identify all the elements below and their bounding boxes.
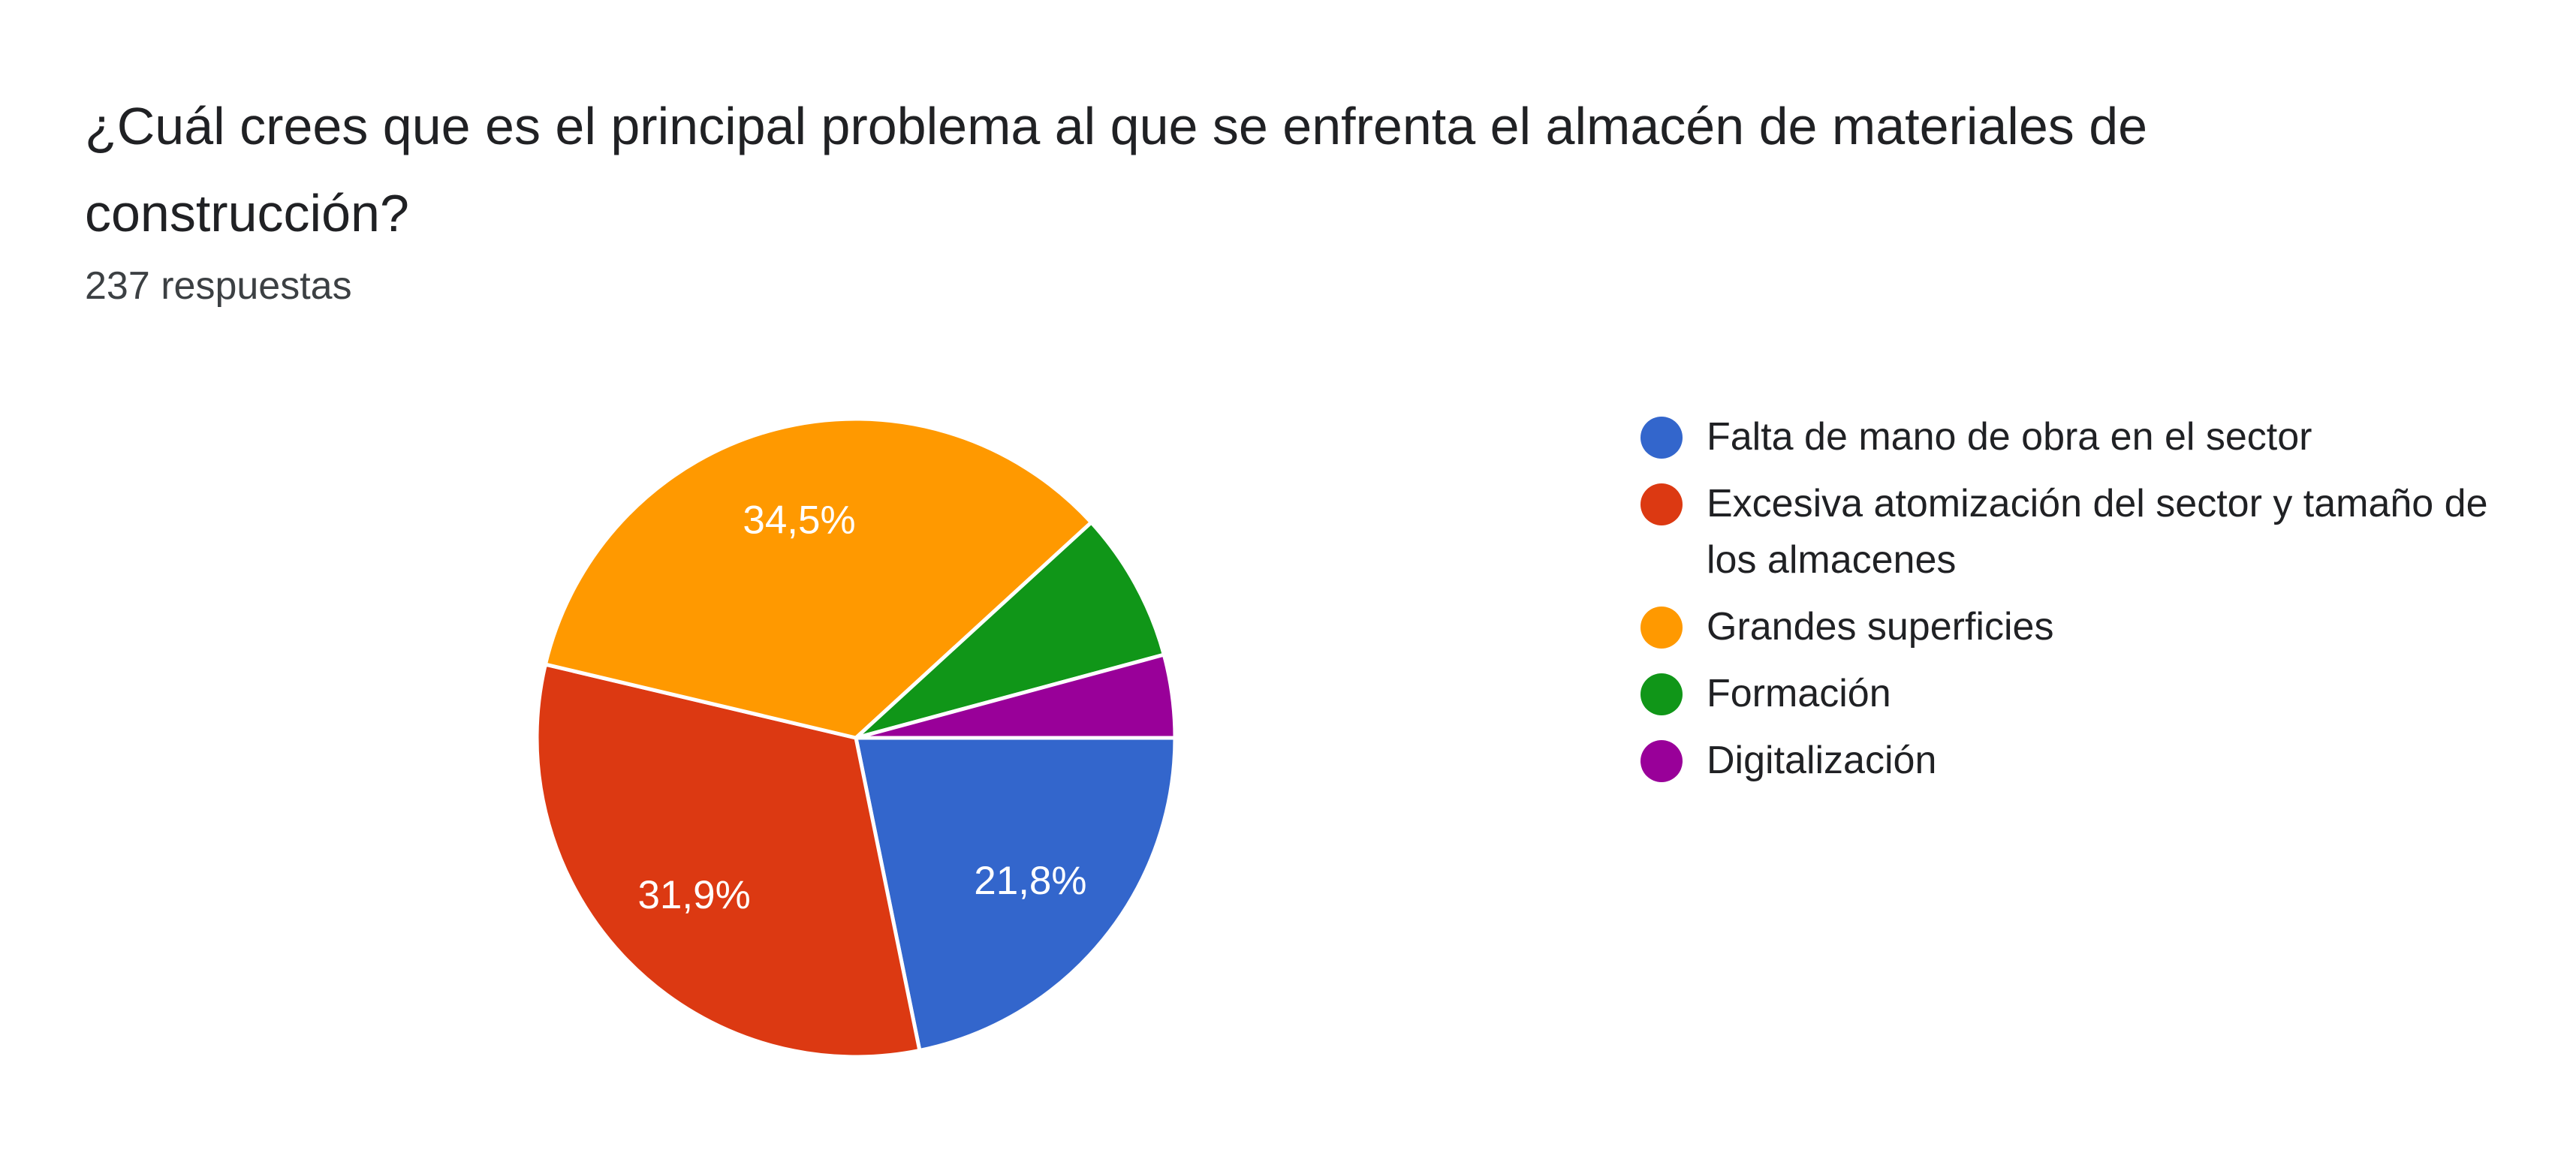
legend-label: Falta de mano de obra en el sector xyxy=(1707,415,2312,459)
legend-item-digitalizacion[interactable]: Digitalización xyxy=(1641,733,2541,789)
legend-item-formacion[interactable]: Formación xyxy=(1641,666,2541,722)
chart-legend: Falta de mano de obra en el sector Excesi… xyxy=(1641,409,2541,799)
question-title: ¿Cuál crees que es el principal problema… xyxy=(85,97,2148,242)
slice-label-excesiva-atomizacion-del-sector-y-tamano-de-los-almacenes: 31,9% xyxy=(637,873,750,917)
legend-item-grandes-superficies[interactable]: Grandes superficies xyxy=(1641,599,2541,655)
pie-slice-grandes-superficies[interactable] xyxy=(543,417,1093,740)
legend-label: Grandes superficies xyxy=(1707,605,2054,649)
legend-swatch-icon xyxy=(1641,740,1683,782)
legend-item-excesiva-atomizacion-del-sector-y-tamano-de-los-almacenes[interactable]: Excesiva atomización del sector y tamaño… xyxy=(1641,476,2541,589)
legend-label: Excesiva atomización del sector y tamaño… xyxy=(1707,482,2488,582)
response-count: 237 respuestas xyxy=(85,264,352,308)
legend-swatch-icon xyxy=(1641,607,1683,649)
pie-slice-formacion[interactable] xyxy=(854,520,1166,740)
pie-slice-digitalizacion[interactable] xyxy=(854,652,1177,740)
legend-label: Digitalización xyxy=(1707,739,1937,782)
slice-label-grandes-superficies: 34,5% xyxy=(743,498,855,543)
legend-item-falta-de-mano-de-obra-en-el-sector[interactable]: Falta de mano de obra en el sector xyxy=(1641,409,2541,465)
legend-swatch-icon xyxy=(1641,483,1683,525)
legend-label: Formación xyxy=(1707,672,1891,715)
slice-label-falta-de-mano-de-obra-en-el-sector: 21,8% xyxy=(974,859,1086,903)
legend-swatch-icon xyxy=(1641,417,1683,459)
pie-slice-excesiva-atomizacion-del-sector-y-tamano-de-los-almacenes[interactable] xyxy=(535,662,922,1059)
pie-slice-falta-de-mano-de-obra-en-el-sector[interactable] xyxy=(854,736,1177,1052)
legend-swatch-icon xyxy=(1641,673,1683,715)
